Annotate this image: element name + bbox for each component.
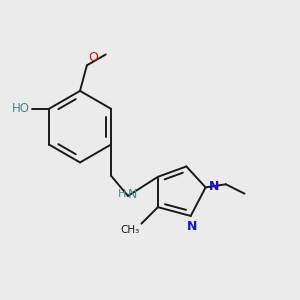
Text: H: H: [118, 189, 126, 200]
Text: N: N: [187, 220, 197, 233]
Text: O: O: [88, 51, 98, 64]
Text: CH₃: CH₃: [121, 225, 140, 235]
Text: HO: HO: [12, 102, 30, 115]
Text: N: N: [209, 180, 220, 193]
Text: N: N: [128, 188, 137, 201]
